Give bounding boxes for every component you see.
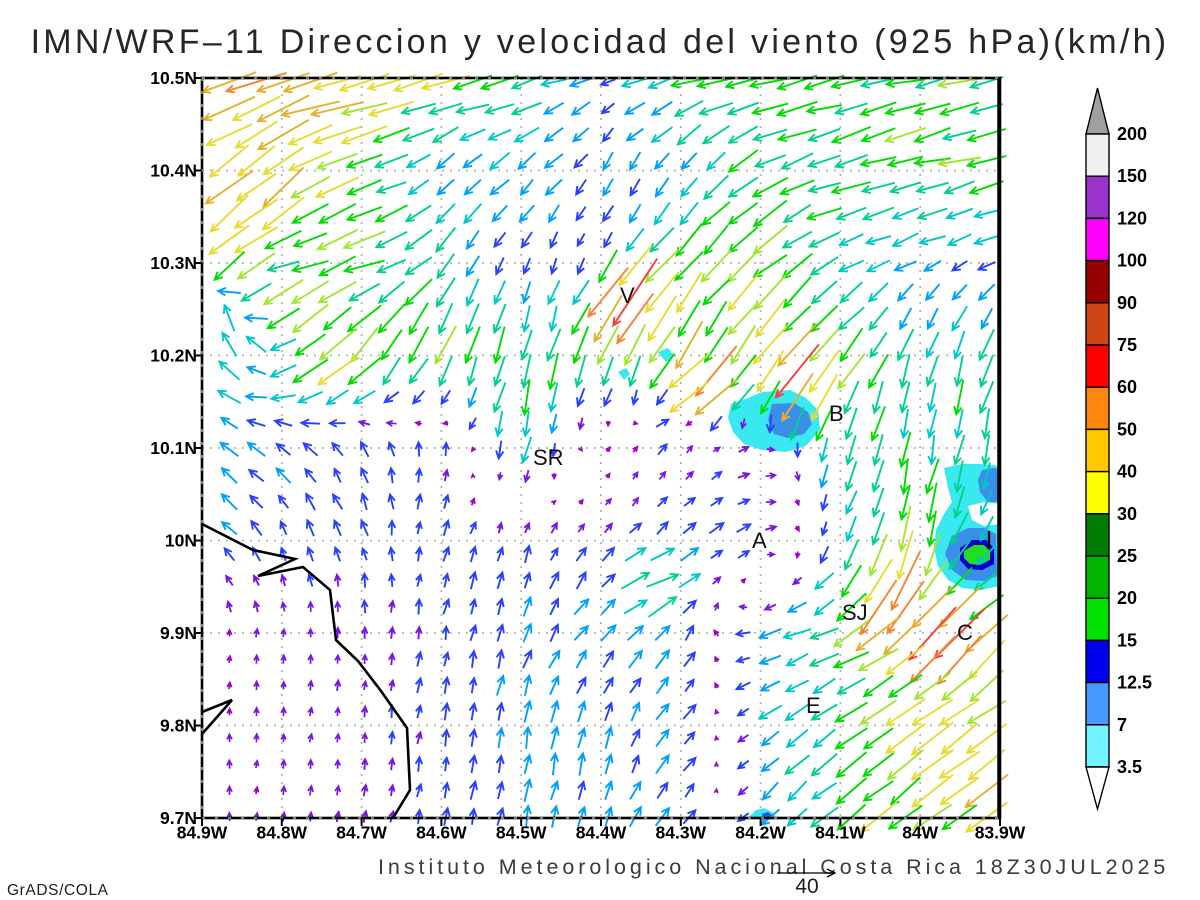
svg-text:84.9W: 84.9W (177, 823, 228, 843)
svg-text:B: B (829, 401, 844, 426)
svg-text:84.5W: 84.5W (496, 823, 547, 843)
svg-text:A: A (752, 528, 767, 553)
svg-text:100: 100 (1117, 251, 1147, 271)
svg-text:10.3N: 10.3N (150, 253, 197, 273)
svg-text:10.1N: 10.1N (150, 438, 197, 458)
svg-text:15: 15 (1117, 630, 1137, 650)
svg-text:Instituto Meteorologico Nacion: Instituto Meteorologico Nacional Costa R… (378, 855, 1169, 879)
svg-text:50: 50 (1117, 419, 1137, 439)
svg-text:12.5: 12.5 (1117, 673, 1152, 693)
svg-text:C: C (957, 620, 973, 645)
svg-text:30: 30 (1117, 504, 1137, 524)
svg-text:IMN/WRF–11 Direccion y velocid: IMN/WRF–11 Direccion y velocidad del vie… (31, 23, 1170, 61)
svg-text:60: 60 (1117, 377, 1137, 397)
svg-text:9.7N: 9.7N (160, 808, 197, 828)
svg-text:10N: 10N (165, 531, 197, 551)
svg-text:84W: 84W (902, 823, 938, 843)
svg-text:V: V (620, 283, 635, 308)
svg-text:E: E (806, 693, 821, 718)
svg-text:3.5: 3.5 (1117, 757, 1142, 777)
svg-text:GrADS/COLA: GrADS/COLA (7, 882, 109, 899)
svg-text:40: 40 (795, 875, 818, 898)
svg-text:120: 120 (1117, 208, 1147, 228)
svg-text:25: 25 (1117, 546, 1137, 566)
svg-text:84.4W: 84.4W (576, 823, 627, 843)
svg-text:10.2N: 10.2N (150, 346, 197, 366)
svg-text:10.4N: 10.4N (150, 161, 197, 181)
svg-text:10.5N: 10.5N (150, 68, 197, 88)
svg-text:75: 75 (1117, 335, 1137, 355)
svg-text:83.9W: 83.9W (975, 823, 1026, 843)
svg-text:200: 200 (1117, 124, 1147, 144)
svg-text:84.1W: 84.1W (815, 823, 866, 843)
svg-text:84.2W: 84.2W (735, 823, 786, 843)
svg-text:84.8W: 84.8W (257, 823, 308, 843)
svg-text:7: 7 (1117, 715, 1127, 735)
svg-text:SJ: SJ (842, 600, 868, 625)
svg-text:40: 40 (1117, 462, 1137, 482)
svg-text:9.9N: 9.9N (160, 623, 197, 643)
svg-text:150: 150 (1117, 166, 1147, 186)
svg-text:9.8N: 9.8N (160, 716, 197, 736)
svg-text:84.7W: 84.7W (336, 823, 387, 843)
svg-text:90: 90 (1117, 293, 1137, 313)
svg-text:84.6W: 84.6W (416, 823, 467, 843)
svg-text:SR: SR (533, 445, 564, 470)
svg-text:20: 20 (1117, 588, 1137, 608)
svg-text:84.3W: 84.3W (656, 823, 707, 843)
